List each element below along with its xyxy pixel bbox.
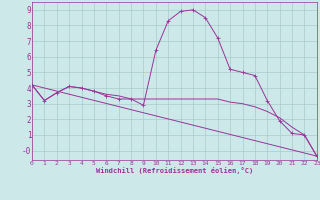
X-axis label: Windchill (Refroidissement éolien,°C): Windchill (Refroidissement éolien,°C) bbox=[96, 167, 253, 174]
